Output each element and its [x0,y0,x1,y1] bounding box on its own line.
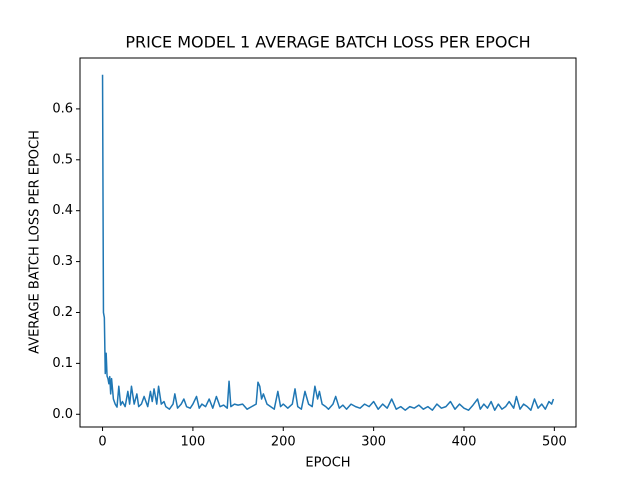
x-tick-label: 300 [361,435,386,450]
y-tick-label: 0.6 [52,101,73,116]
x-axis-label: EPOCH [305,456,350,471]
x-tick-label: 0 [98,435,106,450]
x-tick-label: 100 [180,435,205,450]
y-tick-label: 0.2 [52,305,73,320]
chart-title: PRICE MODEL 1 AVERAGE BATCH LOSS PER EPO… [125,33,530,52]
y-tick-label: 0.3 [52,254,73,269]
plot-frame [79,57,577,428]
y-tick-label: 0.5 [52,152,73,167]
y-tick-label: 0.0 [52,407,73,422]
y-axis-label: AVERAGE BATCH LOSS PER EPOCH [28,130,43,354]
y-tick-label: 0.4 [52,203,73,218]
loss-line [101,74,555,411]
x-tick-label: 400 [452,435,477,450]
x-tick-label: 200 [271,435,296,450]
x-tick-label: 500 [542,435,567,450]
y-tick-label: 0.1 [52,356,73,371]
